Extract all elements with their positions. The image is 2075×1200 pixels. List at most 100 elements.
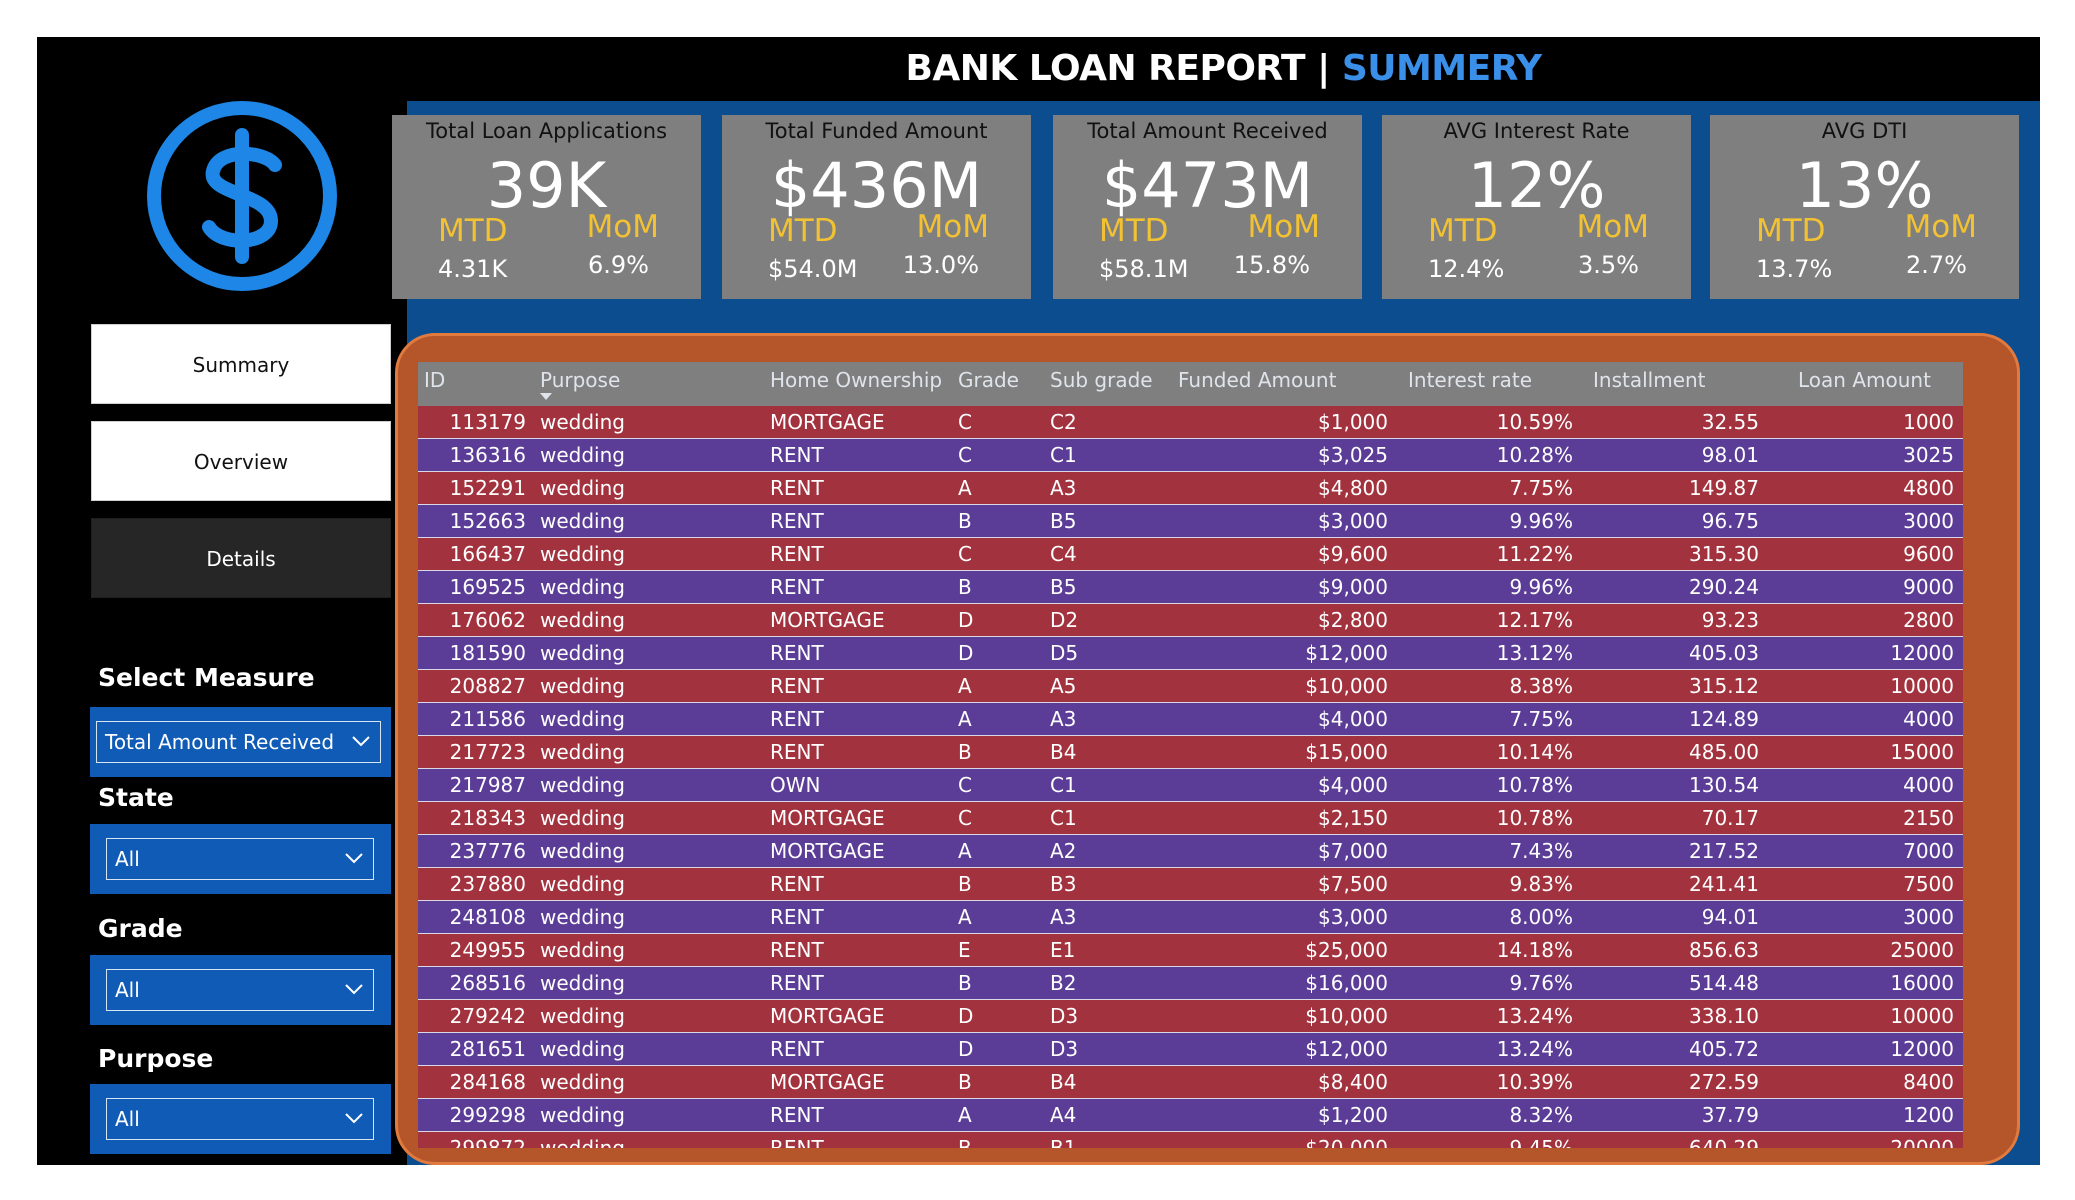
col-header-funded-amount[interactable]: Funded Amount [1178, 368, 1337, 392]
cell-sub-grade: B4 [1050, 740, 1077, 764]
cell-purpose: wedding [540, 938, 625, 962]
cell-id: 279242 [449, 1004, 526, 1028]
table-row[interactable]: 211586 wedding RENT A A3 $4,000 7.75% 124.89 400… [418, 703, 1963, 736]
cell-sub-grade: A3 [1050, 707, 1077, 731]
cell-purpose: wedding [540, 740, 625, 764]
col-header-home-ownership[interactable]: Home Ownership [770, 368, 943, 392]
table-row[interactable]: 249955 wedding RENT E E1 $25,000 14.18% 856.63 2… [418, 934, 1963, 967]
table-row[interactable]: 217987 wedding OWN C C1 $4,000 10.78% 130.54 400… [418, 769, 1963, 802]
nav-summary-button[interactable]: Summary [91, 324, 391, 404]
select-measure-dropdown[interactable]: Total Amount Received [96, 721, 381, 763]
cell-sub-grade: C1 [1050, 806, 1077, 830]
col-header-installment[interactable]: Installment [1593, 368, 1706, 392]
cell-funded-amount: $3,025 [1318, 443, 1388, 467]
cell-grade: A [958, 476, 972, 500]
chevron-down-icon [345, 984, 363, 995]
cell-sub-grade: D3 [1050, 1037, 1079, 1061]
cell-home-ownership: RENT [770, 1037, 824, 1061]
table-row[interactable]: 176062 wedding MORTGAGE D D2 $2,800 12.17% 93.2… [418, 604, 1963, 637]
cell-installment: 70.17 [1701, 806, 1759, 830]
table-row[interactable]: 284168 wedding MORTGAGE B B4 $8,400 10.39% 272.… [418, 1066, 1963, 1099]
cell-home-ownership: RENT [770, 905, 824, 929]
cell-sub-grade: A3 [1050, 905, 1077, 929]
cell-id: 181590 [449, 641, 526, 665]
cell-id: 268516 [449, 971, 526, 995]
col-header-grade[interactable]: Grade [958, 368, 1019, 392]
cell-grade: A [958, 839, 972, 863]
purpose-value: All [115, 1107, 140, 1131]
table-row[interactable]: 136316 wedding RENT C C1 $3,025 10.28% 98.01 302… [418, 439, 1963, 472]
cell-funded-amount: $16,000 [1305, 971, 1388, 995]
cell-grade: A [958, 674, 972, 698]
cell-id: 166437 [449, 542, 526, 566]
table-row[interactable]: 208827 wedding RENT A A5 $10,000 8.38% 315.12 10… [418, 670, 1963, 703]
table-row[interactable]: 113179 wedding MORTGAGE C C2 $1,000 10.59% 32.5… [418, 406, 1963, 439]
purpose-dropdown[interactable]: All [106, 1098, 374, 1140]
grade-dropdown[interactable]: All [106, 969, 374, 1011]
col-header-loan-amount[interactable]: Loan Amount [1798, 368, 1931, 392]
cell-id: 169525 [449, 575, 526, 599]
table-row[interactable]: 237880 wedding RENT B B3 $7,500 9.83% 241.41 750… [418, 868, 1963, 901]
cell-home-ownership: RENT [770, 740, 824, 764]
cell-id: 136316 [449, 443, 526, 467]
state-dropdown[interactable]: All [106, 838, 374, 880]
cell-loan-amount: 7500 [1903, 872, 1954, 896]
kpi-mtd-value: 12.4% [1428, 255, 1505, 283]
cell-sub-grade: C1 [1050, 773, 1077, 797]
nav-overview-button[interactable]: Overview [91, 421, 391, 501]
table-row[interactable]: 281651 wedding RENT D D3 $12,000 13.24% 405.72 1… [418, 1033, 1963, 1066]
cell-funded-amount: $1,200 [1318, 1103, 1388, 1127]
table-row[interactable]: 169525 wedding RENT B B5 $9,000 9.96% 290.24 900… [418, 571, 1963, 604]
kpi-title: AVG DTI [1821, 119, 1908, 143]
table-row[interactable]: 248108 wedding RENT A A3 $3,000 8.00% 94.01 3000 [418, 901, 1963, 934]
cell-grade: B [958, 1070, 972, 1094]
cell-interest-rate: 8.00% [1509, 905, 1573, 929]
cell-funded-amount: $9,600 [1318, 542, 1388, 566]
cell-home-ownership: RENT [770, 641, 824, 665]
cell-purpose: wedding [540, 641, 625, 665]
cell-installment: 485.00 [1689, 740, 1759, 764]
table-row[interactable]: 218343 wedding MORTGAGE C C1 $2,150 10.78% 70.1… [418, 802, 1963, 835]
table-row[interactable]: 237776 wedding MORTGAGE A A2 $7,000 7.43% 217.5… [418, 835, 1963, 868]
cell-loan-amount: 20000 [1890, 1136, 1954, 1148]
kpi-title: Total Amount Received [1087, 119, 1328, 143]
cell-loan-amount: 10000 [1890, 674, 1954, 698]
table-row[interactable]: 152291 wedding RENT A A3 $4,800 7.75% 149.87 480… [418, 472, 1963, 505]
cell-grade: E [958, 938, 971, 962]
cell-grade: B [958, 872, 972, 896]
chevron-down-icon [345, 1113, 363, 1124]
cell-purpose: wedding [540, 1004, 625, 1028]
col-header-interest-rate[interactable]: Interest rate [1408, 368, 1533, 392]
table-row[interactable]: 166437 wedding RENT C C4 $9,600 11.22% 315.30 96… [418, 538, 1963, 571]
cell-sub-grade: C4 [1050, 542, 1077, 566]
nav-details-button[interactable]: Details [91, 518, 391, 598]
table-row[interactable]: 299298 wedding RENT A A4 $1,200 8.32% 37.79 1200 [418, 1099, 1963, 1132]
cell-id: 218343 [449, 806, 526, 830]
col-header-id[interactable]: ID [424, 368, 446, 392]
table-row[interactable]: 268516 wedding RENT B B2 $16,000 9.76% 514.48 16… [418, 967, 1963, 1000]
table-row[interactable]: 181590 wedding RENT D D5 $12,000 13.12% 405.03 1… [418, 637, 1963, 670]
cell-id: 281651 [449, 1037, 526, 1061]
cell-interest-rate: 8.32% [1509, 1103, 1573, 1127]
cell-installment: 290.24 [1689, 575, 1759, 599]
table-row[interactable]: 279242 wedding MORTGAGE D D3 $10,000 13.24% 338… [418, 1000, 1963, 1033]
table-row[interactable]: 152663 wedding RENT B B5 $3,000 9.96% 96.75 3000 [418, 505, 1963, 538]
cell-home-ownership: RENT [770, 1136, 824, 1148]
col-header-sub-grade[interactable]: Sub grade [1050, 368, 1153, 392]
cell-purpose: wedding [540, 575, 625, 599]
table-row[interactable]: 299872 wedding RENT B B1 $20,000 9.45% 640.29 20… [418, 1132, 1963, 1148]
cell-id: 217987 [449, 773, 526, 797]
col-header-purpose[interactable]: Purpose [540, 368, 621, 392]
cell-grade: C [958, 542, 972, 566]
grade-label: Grade [98, 914, 183, 943]
cell-id: 208827 [449, 674, 526, 698]
cell-interest-rate: 7.43% [1509, 839, 1573, 863]
cell-funded-amount: $2,150 [1318, 806, 1388, 830]
kpi-value: $473M [1101, 149, 1314, 222]
cell-interest-rate: 10.39% [1496, 1070, 1573, 1094]
table-row[interactable]: 217723 wedding RENT B B4 $15,000 10.14% 485.00 1… [418, 736, 1963, 769]
cell-purpose: wedding [540, 971, 625, 995]
select-measure-slicer: Total Amount Received [90, 707, 391, 777]
kpi-card: Total Loan Applications 39K MTD MoM 4.31K 6.9… [392, 115, 701, 299]
cell-loan-amount: 2800 [1903, 608, 1954, 632]
